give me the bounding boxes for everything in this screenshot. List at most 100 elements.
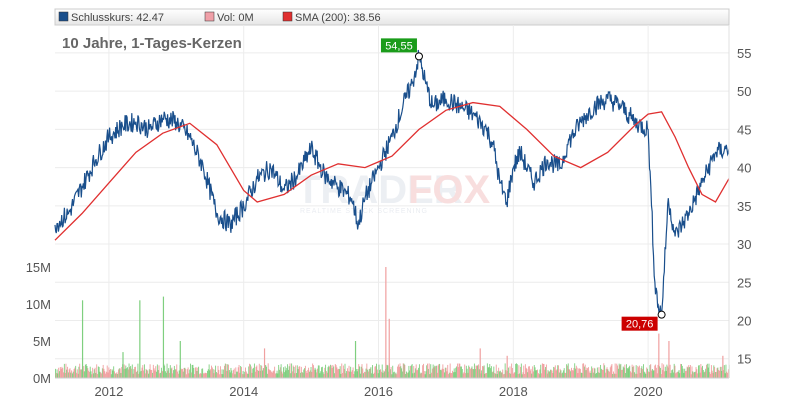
volume-bar bbox=[135, 366, 136, 378]
volume-bar bbox=[337, 369, 339, 378]
volume-bar bbox=[70, 372, 72, 378]
volume-bar bbox=[409, 370, 411, 378]
volume-bar bbox=[646, 367, 648, 378]
volume-bar bbox=[634, 373, 636, 378]
volume-bar bbox=[423, 363, 424, 378]
volume-bar bbox=[399, 363, 401, 378]
volume-bar bbox=[91, 374, 93, 378]
volume-bar bbox=[174, 369, 176, 378]
volume-bar bbox=[437, 365, 439, 378]
volume-bar bbox=[368, 369, 370, 378]
volume-bar bbox=[484, 373, 486, 378]
volume-bar bbox=[240, 366, 242, 378]
volume-bar bbox=[423, 371, 425, 378]
time-tick-label: 2014 bbox=[229, 384, 258, 399]
time-axis: 2012 2014 2016 2018 2020 bbox=[94, 384, 662, 399]
volume-bar bbox=[143, 364, 145, 378]
legend-close[interactable]: Schlusskurs: 42.47 bbox=[71, 12, 164, 24]
volume-bar bbox=[56, 369, 58, 378]
volume-bar bbox=[535, 370, 537, 378]
volume-bar bbox=[506, 355, 508, 378]
volume-bar bbox=[690, 374, 692, 378]
volume-bar bbox=[327, 367, 329, 378]
volume-bar bbox=[358, 364, 360, 378]
volume-bar bbox=[439, 363, 441, 378]
volume-bar bbox=[615, 373, 617, 378]
volume-bar bbox=[164, 365, 166, 378]
volume-bar bbox=[362, 368, 364, 378]
volume-bar bbox=[635, 365, 637, 378]
volume-bar bbox=[455, 367, 457, 378]
volume-bar bbox=[244, 371, 246, 378]
volume-bar bbox=[351, 371, 352, 378]
volume-bar bbox=[126, 368, 128, 378]
volume-bar bbox=[712, 372, 714, 378]
volume-bar bbox=[86, 366, 88, 378]
volume-bar bbox=[364, 372, 366, 378]
volume-bar bbox=[623, 367, 625, 378]
volume-bar bbox=[235, 367, 237, 378]
volume-bar bbox=[398, 366, 400, 378]
volume-bar bbox=[289, 363, 291, 378]
volume-bar bbox=[165, 372, 167, 378]
volume-bar bbox=[420, 372, 422, 378]
volume-bar bbox=[65, 363, 67, 378]
volume-bar bbox=[553, 366, 555, 378]
volume-bar bbox=[243, 374, 245, 378]
price-tick-label: 55 bbox=[737, 46, 751, 61]
volume-bar bbox=[233, 368, 235, 378]
volume-bar bbox=[397, 364, 399, 378]
volume-bar bbox=[333, 366, 335, 378]
volume-bar bbox=[259, 370, 261, 378]
volume-bar bbox=[105, 373, 107, 378]
volume-bar bbox=[532, 366, 534, 378]
volume-bar bbox=[164, 371, 166, 378]
volume-bar bbox=[332, 364, 334, 378]
volume-bar bbox=[556, 369, 558, 378]
volume-bar bbox=[631, 364, 633, 378]
volume-bar bbox=[149, 364, 151, 378]
volume-bar bbox=[225, 363, 227, 378]
legend-vol[interactable]: Vol: 0M bbox=[217, 12, 254, 24]
volume-bar bbox=[697, 373, 699, 378]
volume-bar bbox=[187, 367, 189, 378]
volume-bar bbox=[311, 371, 313, 378]
volume-bar bbox=[87, 368, 89, 378]
volume-bar bbox=[313, 365, 314, 378]
legend-sma[interactable]: SMA (200): 38.56 bbox=[295, 12, 381, 24]
volume-bar bbox=[346, 368, 348, 378]
volume-bar bbox=[99, 371, 101, 378]
volume-bar bbox=[695, 367, 697, 378]
volume-bar bbox=[295, 365, 297, 378]
volume-bar bbox=[291, 371, 293, 378]
volume-bar bbox=[668, 341, 670, 378]
volume-bar bbox=[58, 367, 60, 378]
volume-bar bbox=[62, 368, 64, 378]
volume-bar bbox=[135, 372, 137, 378]
volume-bar bbox=[610, 365, 612, 378]
volume-bar bbox=[648, 372, 650, 378]
volume-bar bbox=[249, 363, 251, 378]
volume-bar bbox=[697, 365, 699, 378]
volume-bar bbox=[186, 369, 188, 378]
volume-bar bbox=[672, 372, 674, 378]
volume-bar bbox=[63, 363, 65, 378]
volume-bar bbox=[462, 373, 464, 378]
volume-bar bbox=[727, 372, 729, 378]
volume-bar bbox=[586, 367, 588, 378]
volume-bar bbox=[125, 365, 127, 378]
volume-bar bbox=[226, 370, 228, 378]
volume-bar bbox=[485, 373, 487, 378]
volume-bar bbox=[116, 372, 118, 378]
volume-bar bbox=[232, 370, 234, 378]
volume-bar bbox=[663, 364, 665, 378]
volume-bar bbox=[543, 363, 545, 378]
volume-bar bbox=[117, 373, 119, 378]
volume-bar bbox=[602, 370, 604, 378]
volume-bar bbox=[315, 369, 317, 378]
volume-bar bbox=[689, 365, 691, 378]
volume-bar bbox=[706, 363, 708, 378]
volume-bar bbox=[166, 363, 168, 378]
volume-bar bbox=[453, 368, 455, 378]
volume-bar bbox=[138, 373, 140, 378]
